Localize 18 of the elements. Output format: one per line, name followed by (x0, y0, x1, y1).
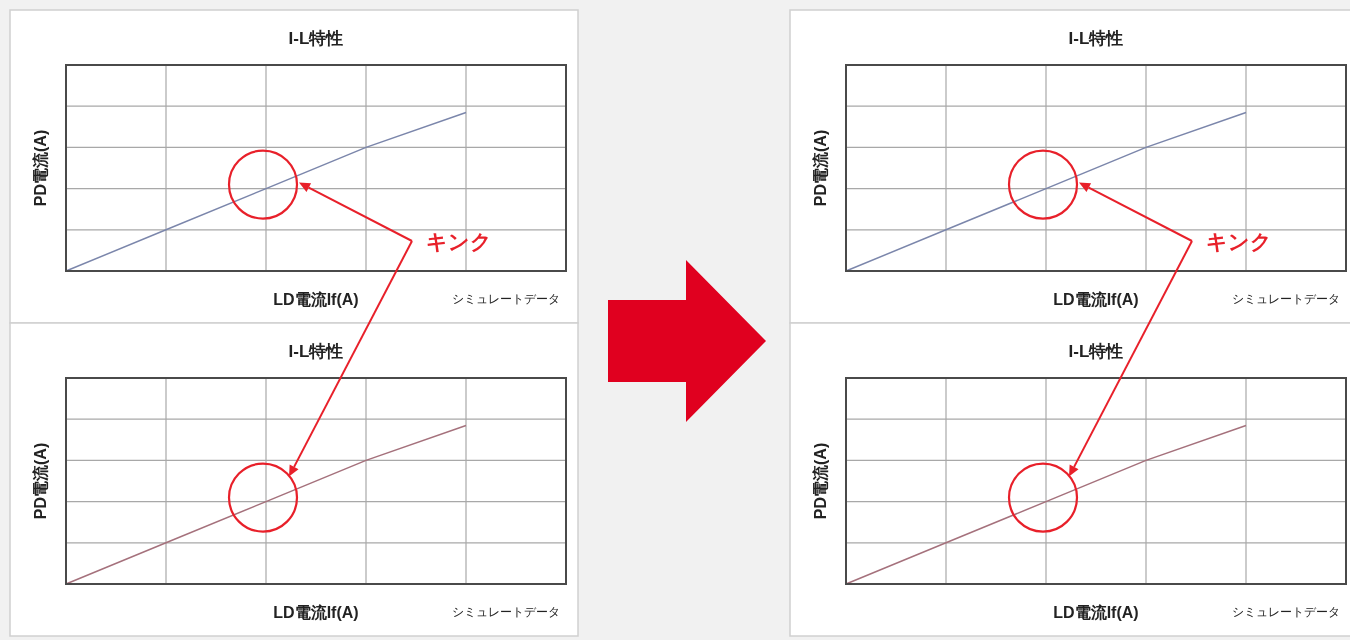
x-axis-title: LD電流If(A) (1053, 603, 1139, 621)
x-axis-title: LD電流If(A) (273, 290, 359, 308)
x-axis-title: LD電流If(A) (273, 603, 359, 621)
chart-title: I-L特性 (1068, 29, 1124, 48)
chart-title: I-L特性 (288, 29, 344, 48)
y-axis-title: PD電流(A) (31, 442, 49, 520)
text: シミュレートデータ (452, 292, 560, 306)
x-axis-title: LD電流If(A) (1053, 290, 1139, 308)
chart-title: I-L特性 (1068, 342, 1124, 361)
chart-title: I-L特性 (288, 342, 344, 361)
y-axis-title: PD電流(A) (811, 129, 829, 207)
y-axis-title: PD電流(A) (31, 129, 49, 207)
text: シミュレートデータ (452, 605, 560, 619)
text: シミュレートデータ (1232, 605, 1340, 619)
text: シミュレートデータ (1232, 292, 1340, 306)
annotation: キンク (426, 230, 492, 253)
y-axis-title: PD電流(A) (811, 442, 829, 520)
annotation: キンク (1206, 230, 1272, 253)
